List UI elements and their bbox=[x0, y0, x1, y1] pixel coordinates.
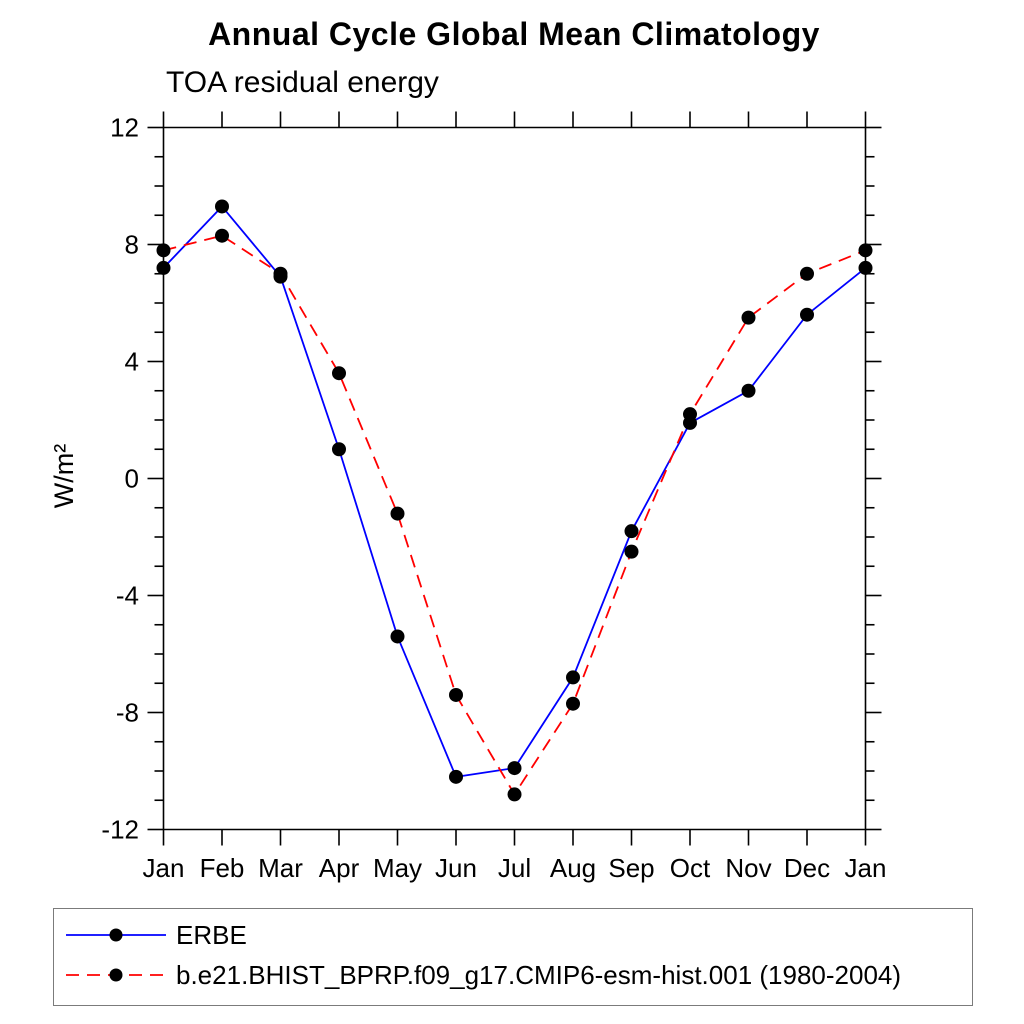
series-line-0 bbox=[162, 205, 867, 778]
x-axis-tick-label: Dec bbox=[784, 853, 830, 883]
data-point-series-1 bbox=[273, 266, 288, 281]
data-point-series-0 bbox=[507, 761, 522, 776]
data-point-series-1 bbox=[800, 266, 814, 281]
chart-subtitle: TOA residual energy bbox=[166, 66, 439, 99]
series-line-1 bbox=[163, 234, 866, 797]
x-axis-tick-label: Nov bbox=[725, 853, 771, 883]
x-axis-tick-label: Jun bbox=[435, 853, 477, 883]
data-point-series-0 bbox=[449, 769, 463, 784]
data-point-series-0 bbox=[800, 307, 814, 322]
data-point-series-1 bbox=[741, 310, 756, 325]
data-point-series-1 bbox=[390, 506, 405, 521]
data-point-series-0 bbox=[624, 524, 639, 539]
x-axis-tick-label: Jan bbox=[143, 853, 185, 883]
y-axis-tick-label: 0 bbox=[125, 464, 139, 494]
legend-item-model: b.e21.BHIST_BPRP.f09_g17.CMIP6-esm-hist.… bbox=[54, 955, 972, 995]
legend-dot-icon bbox=[109, 928, 123, 942]
y-axis-tick-label: 4 bbox=[125, 347, 139, 377]
legend-marker-solid-line-dot-icon bbox=[66, 928, 166, 942]
legend-dot-icon bbox=[109, 968, 123, 982]
y-axis-tick-label: -8 bbox=[116, 698, 139, 728]
x-axis-tick-label: Feb bbox=[200, 853, 245, 883]
data-point-series-0 bbox=[332, 442, 346, 457]
y-axis-tick-label: -12 bbox=[101, 815, 139, 845]
x-axis-tick-label: Jan bbox=[845, 853, 887, 883]
data-point-series-0 bbox=[390, 629, 405, 644]
data-point-series-1 bbox=[624, 544, 639, 559]
data-point-series-1 bbox=[332, 366, 346, 381]
data-point-series-1 bbox=[215, 228, 229, 243]
data-point-series-0 bbox=[215, 199, 229, 214]
data-point-series-0 bbox=[858, 260, 873, 275]
data-point-series-1 bbox=[449, 687, 463, 702]
legend: ERBE b.e21.BHIST_BPRP.f09_g17.CMIP6-esm-… bbox=[53, 908, 973, 1006]
y-axis-tick-label: -4 bbox=[116, 581, 139, 611]
x-axis-tick-label: Jul bbox=[498, 853, 531, 883]
data-point-series-1 bbox=[566, 696, 580, 711]
data-point-series-0 bbox=[741, 383, 756, 398]
y-axis-tick-label: 8 bbox=[125, 230, 139, 260]
data-point-series-1 bbox=[507, 787, 522, 802]
chart-title: Annual Cycle Global Mean Climatology bbox=[208, 16, 820, 52]
x-axis-tick-label: Oct bbox=[670, 853, 711, 883]
data-point-series-1 bbox=[858, 243, 873, 258]
legend-marker-dashed-line-dot-icon bbox=[66, 968, 166, 982]
legend-item-erbe: ERBE bbox=[54, 915, 972, 955]
data-point-series-0 bbox=[566, 670, 580, 685]
y-axis-tick-label: 12 bbox=[110, 113, 139, 143]
x-axis-tick-label: Aug bbox=[550, 853, 596, 883]
x-axis-tick-label: Sep bbox=[608, 853, 654, 883]
data-point-series-1 bbox=[156, 243, 171, 258]
x-axis-tick-label: Apr bbox=[319, 853, 360, 883]
x-axis-tick-label: Mar bbox=[258, 853, 303, 883]
legend-label-model: b.e21.BHIST_BPRP.f09_g17.CMIP6-esm-hist.… bbox=[176, 959, 902, 990]
data-point-series-1 bbox=[683, 407, 697, 422]
data-point-series-0 bbox=[156, 260, 171, 275]
x-axis-tick-label: May bbox=[373, 853, 422, 883]
legend-label-erbe: ERBE bbox=[176, 919, 247, 950]
